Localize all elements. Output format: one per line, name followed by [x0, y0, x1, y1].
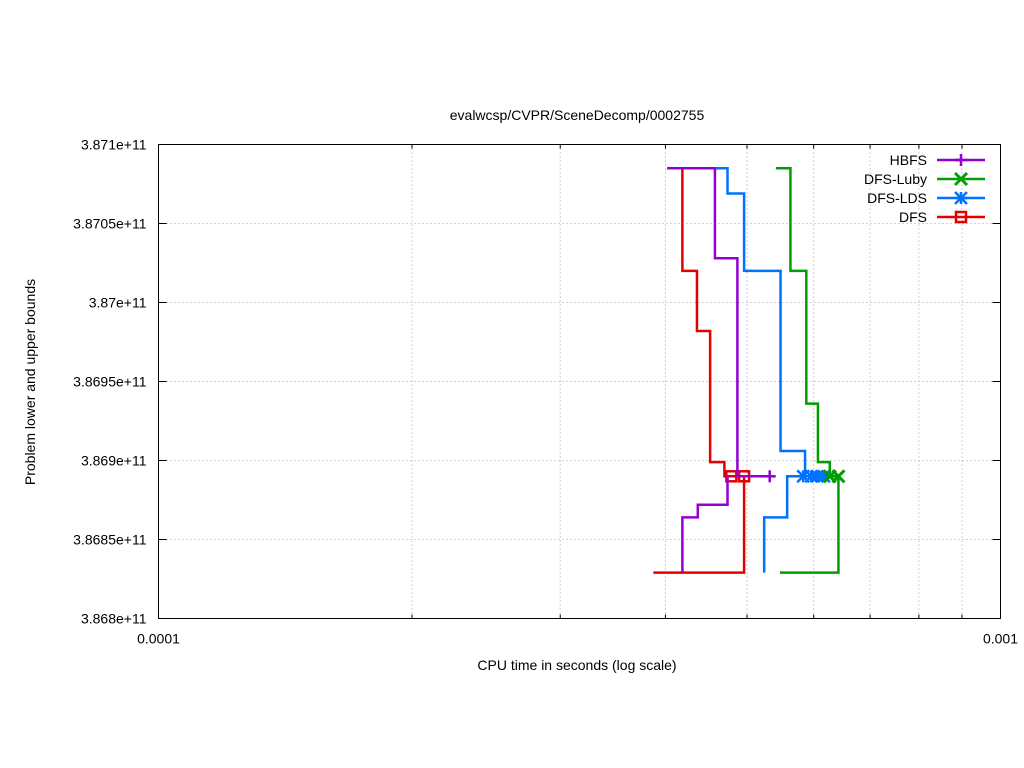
series-dfs-lds-lower-bound: [762, 475, 824, 573]
series-layer: [653, 166, 846, 574]
series-hbfs: [667, 166, 776, 573]
grid: [158, 144, 1001, 619]
y-tick-label: 3.868e+11: [81, 611, 147, 627]
legend-marker: [954, 191, 968, 205]
y-axis-label: Problem lower and upper bounds: [22, 279, 38, 485]
ticks: [158, 144, 1001, 619]
legend-label: HBFS: [890, 152, 927, 168]
x-axis-label: CPU time in seconds (log scale): [477, 657, 676, 673]
series-hbfs-lower-bound: [681, 476, 729, 573]
legend-marker: [955, 154, 967, 166]
legend-marker: [953, 171, 969, 187]
series-dfs-lower-bound: [653, 476, 746, 574]
series-hbfs-upper-bound: [667, 166, 770, 478]
legend-entry-dfs: DFS: [899, 209, 985, 225]
series-hbfs-point: [763, 470, 776, 483]
x-tick-label: 0.001: [983, 631, 1018, 647]
legend-label: DFS-LDS: [867, 190, 927, 206]
legend-entry-dfs-luby: DFS-Luby: [864, 171, 985, 187]
series-dfs-luby: [775, 166, 846, 574]
series-dfs-lds-upper-bound: [667, 166, 824, 478]
chart-title: evalwcsp/CVPR/SceneDecomp/0002755: [450, 107, 705, 123]
tick-labels: 3.868e+11 3.8685e+11 3.869e+11 3.8695e+11 3.…: [73, 137, 1018, 647]
y-tick-label: 3.87e+11: [89, 295, 147, 311]
legend-label: DFS: [899, 209, 927, 225]
y-tick-label: 3.8695e+11: [73, 374, 147, 390]
y-tick-label: 3.871e+11: [81, 137, 147, 153]
series-dfs-upper-bound: [667, 166, 745, 478]
legend-entry-hbfs: HBFS: [890, 152, 985, 168]
series-dfs-luby-upper-bound: [775, 166, 839, 478]
series-dfs: [653, 166, 751, 574]
y-tick-label: 3.8705e+11: [73, 216, 147, 232]
series-dfs-lds: [667, 166, 831, 573]
series-dfs-luby-point: [822, 469, 837, 484]
series-dfs-luby-lower-bound: [779, 476, 840, 574]
x-tick-label: 0.0001: [137, 631, 180, 647]
legend-marker: [954, 210, 968, 224]
legend: HBFS DFS-Luby DFS-LDS DFS: [864, 152, 985, 225]
y-tick-label: 3.8685e+11: [73, 532, 147, 548]
y-tick-label: 3.869e+11: [81, 453, 147, 469]
legend-label: DFS-Luby: [864, 171, 927, 187]
legend-entry-dfs-lds: DFS-LDS: [867, 190, 985, 206]
